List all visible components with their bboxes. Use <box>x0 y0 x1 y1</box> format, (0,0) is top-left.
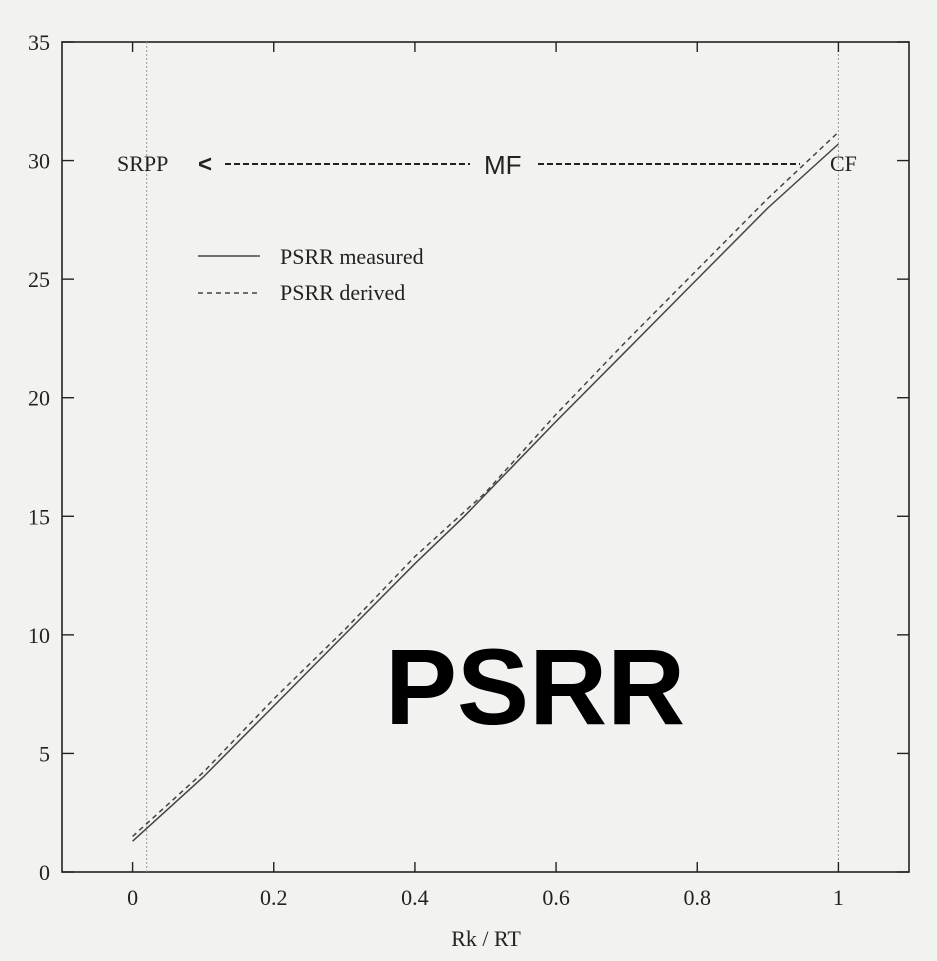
series-line-psrr-measured <box>132 143 839 842</box>
y-tick-label: 35 <box>28 30 50 55</box>
x-tick-label: 1 <box>833 885 844 910</box>
x-tick-label: 0.2 <box>260 885 288 910</box>
x-tick-label: 0.8 <box>684 885 712 910</box>
y-tick-label: 10 <box>28 623 50 648</box>
annotation-arrow: < <box>198 151 212 178</box>
series-line-psrr-derived <box>132 131 839 837</box>
x-tick-label: 0.4 <box>401 885 429 910</box>
series-lines <box>132 131 839 842</box>
annotation-mf: MF <box>484 150 522 180</box>
y-tick-label: 0 <box>39 860 50 885</box>
x-tick-label: 0.6 <box>542 885 570 910</box>
big-psrr-label: PSRR <box>385 626 685 747</box>
y-tick-label: 15 <box>28 504 50 529</box>
annotation-cf: CF <box>830 151 857 176</box>
y-tick-label: 25 <box>28 267 50 292</box>
y-tick-label: 30 <box>28 149 50 174</box>
plot-frame <box>61 41 910 873</box>
legend-label-derived: PSRR derived <box>280 280 405 305</box>
y-tick-label: 5 <box>39 741 50 766</box>
legend: PSRR measured PSRR derived <box>198 244 424 305</box>
x-tick-label: 0 <box>127 885 138 910</box>
x-axis-label: Rk / RT <box>451 926 521 951</box>
annotation-srpp: SRPP <box>117 151 168 176</box>
y-tick-label: 20 <box>28 386 50 411</box>
legend-label-measured: PSRR measured <box>280 244 424 269</box>
axis-ticks <box>62 41 909 873</box>
